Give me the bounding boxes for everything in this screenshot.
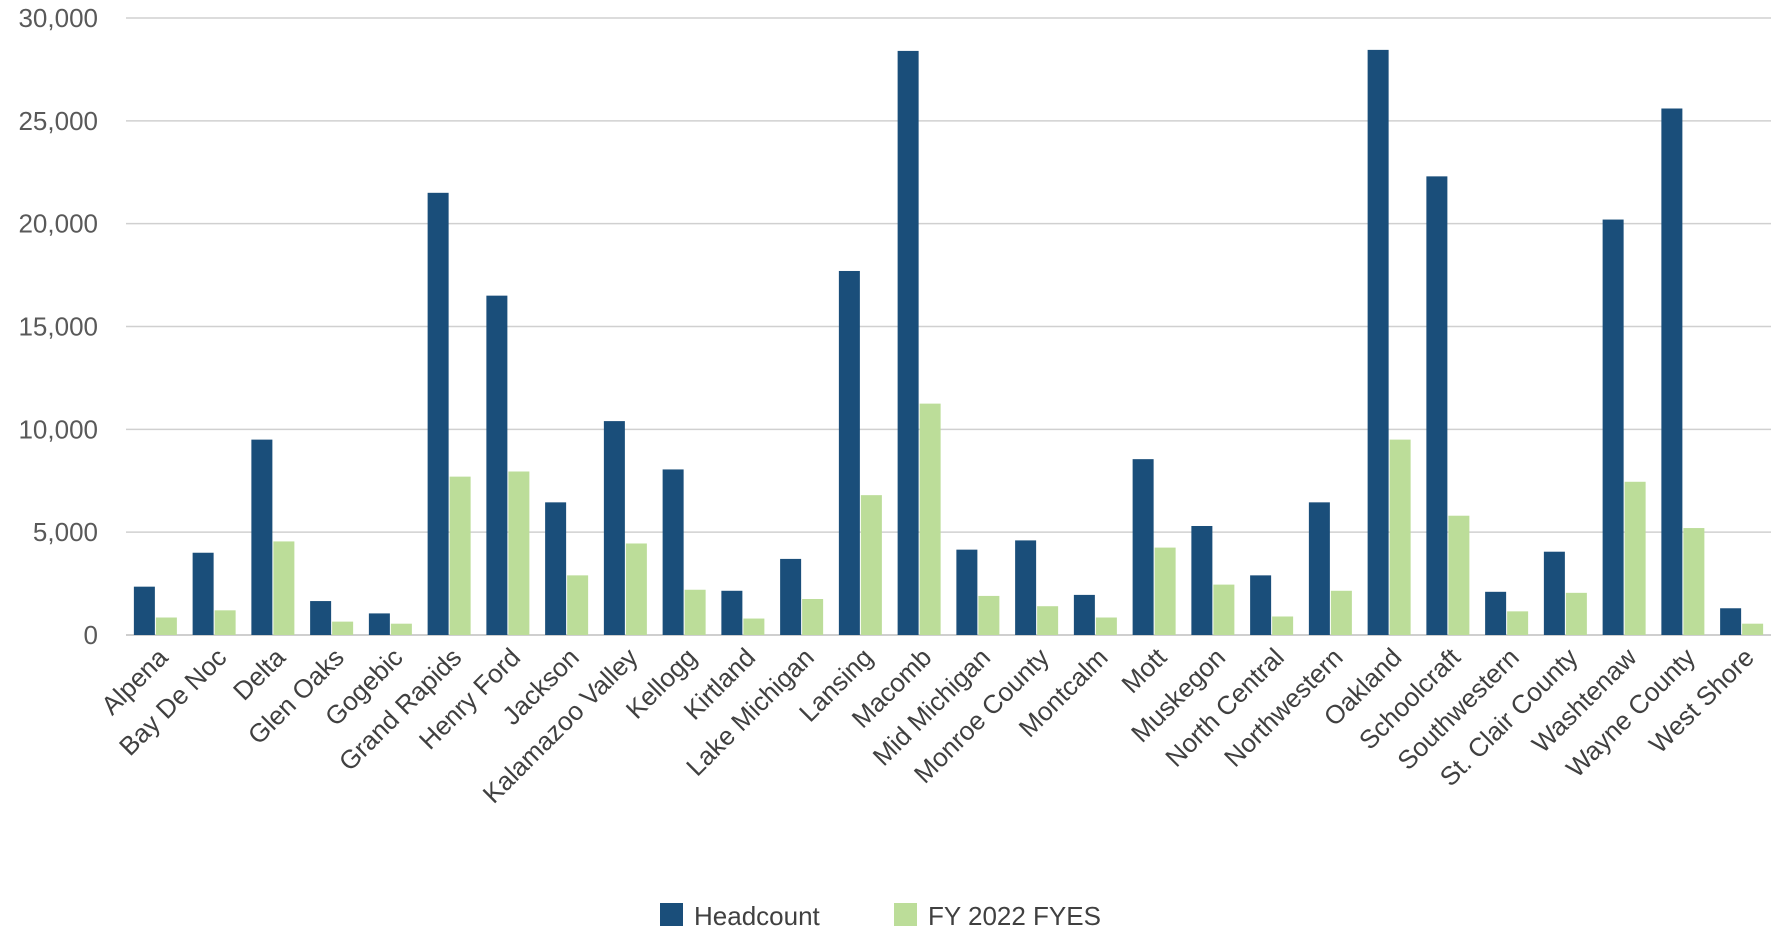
bar-headcount — [545, 502, 567, 635]
bar-fyes — [802, 599, 824, 635]
legend-swatch-fyes — [894, 903, 917, 926]
bar-headcount — [1602, 219, 1624, 635]
bar-headcount — [662, 469, 684, 635]
bar-headcount — [1073, 594, 1095, 635]
bar-fyes — [1683, 528, 1705, 635]
bar-headcount — [780, 558, 802, 635]
bar-fyes — [1624, 481, 1646, 635]
bar-headcount — [603, 421, 625, 635]
bar-fyes — [332, 621, 354, 635]
bar-headcount — [368, 613, 390, 635]
bar-fyes — [1213, 584, 1235, 635]
bar-fyes — [1037, 606, 1059, 635]
gridlines — [126, 17, 1771, 636]
bar-fyes — [1389, 439, 1411, 635]
bar-headcount — [1485, 591, 1507, 635]
y-tick-label: 5,000 — [33, 517, 98, 547]
bar-headcount — [192, 552, 214, 635]
bar-fyes — [449, 476, 471, 635]
bar-headcount — [1132, 459, 1154, 635]
legend: Headcount FY 2022 FYES — [660, 901, 1101, 931]
y-tick-label: 15,000 — [18, 312, 98, 342]
y-tick-label: 20,000 — [18, 209, 98, 239]
bar-headcount — [1367, 49, 1389, 635]
bar-headcount — [427, 192, 449, 636]
bar-fyes — [743, 618, 765, 635]
bar-headcount — [1661, 108, 1683, 635]
bar-fyes — [1272, 616, 1294, 635]
bar-headcount — [838, 270, 860, 635]
bar-headcount — [1426, 176, 1448, 635]
legend-label-fyes: FY 2022 FYES — [928, 901, 1101, 931]
bar-headcount — [721, 590, 743, 635]
bar-fyes — [567, 575, 589, 635]
bar-headcount — [1543, 551, 1565, 635]
bar-fyes — [273, 541, 295, 635]
bar-fyes — [1154, 547, 1176, 635]
bar-headcount — [956, 549, 978, 635]
bar-fyes — [390, 623, 412, 635]
bar-fyes — [978, 595, 1000, 635]
bar-fyes — [1507, 611, 1529, 635]
y-tick-label: 0 — [84, 620, 98, 650]
bar-fyes — [155, 617, 177, 635]
bar-headcount — [486, 295, 508, 635]
bar-headcount — [1015, 540, 1037, 635]
legend-swatch-headcount — [660, 903, 683, 926]
bar-headcount — [1308, 502, 1330, 635]
y-tick-label: 10,000 — [18, 414, 98, 444]
bar-fyes — [860, 495, 882, 635]
bar-fyes — [1565, 592, 1587, 635]
legend-label-headcount: Headcount — [694, 901, 821, 931]
bar-fyes — [1095, 617, 1117, 635]
bar-fyes — [214, 610, 236, 635]
bar-headcount — [310, 601, 332, 635]
y-axis: 0 5,000 10,000 15,000 20,000 25,000 30,000 — [18, 3, 98, 650]
bar-fyes — [625, 543, 647, 635]
bar-headcount — [1720, 608, 1742, 635]
bars — [133, 49, 1764, 636]
bar-fyes — [1448, 515, 1470, 635]
bar-fyes — [1330, 590, 1352, 635]
bar-headcount — [1250, 575, 1272, 635]
bar-fyes — [919, 403, 941, 635]
bar-fyes — [508, 471, 530, 635]
y-tick-label: 30,000 — [18, 3, 98, 33]
bar-fyes — [684, 589, 706, 635]
bar-headcount — [133, 586, 155, 635]
bar-headcount — [1191, 525, 1213, 635]
bar-headcount — [897, 50, 919, 635]
bar-fyes — [1742, 623, 1764, 635]
bar-headcount — [251, 439, 273, 635]
y-tick-label: 25,000 — [18, 106, 98, 136]
